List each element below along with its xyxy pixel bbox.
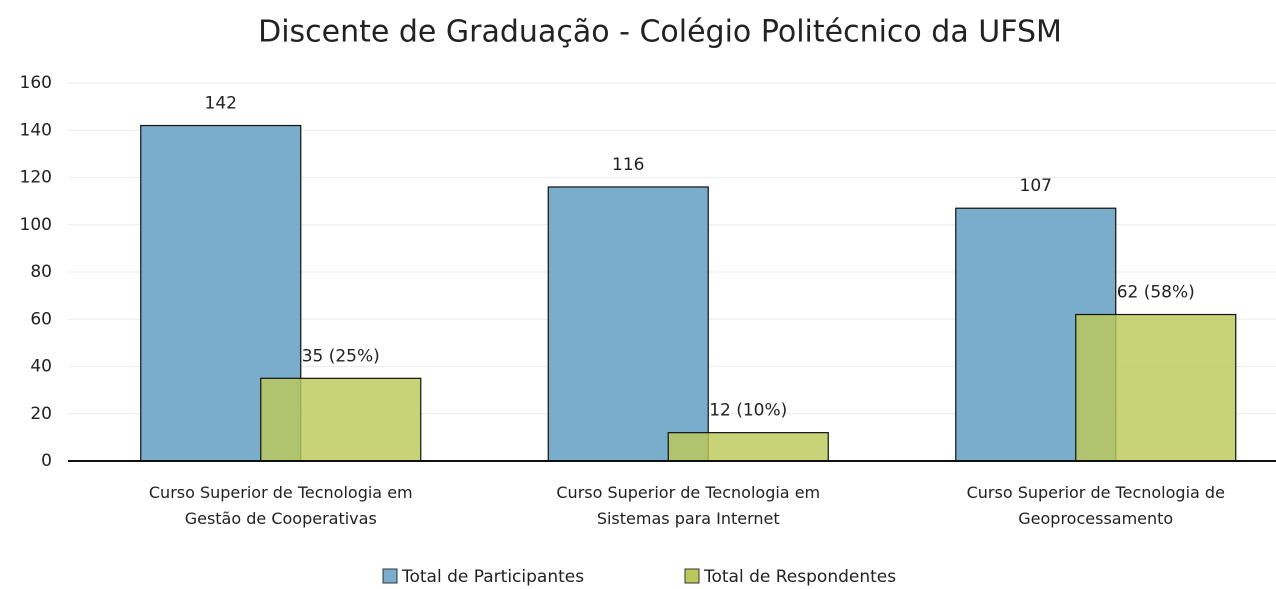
y-tick-label: 120 (20, 168, 52, 188)
y-tick-label: 60 (30, 309, 52, 329)
data-label: 12 (10%) (709, 401, 787, 421)
y-tick-label: 160 (20, 73, 52, 93)
bar (547, 186, 709, 462)
data-label: 142 (205, 94, 237, 114)
bar (1075, 313, 1237, 462)
data-label: 62 (58%) (1117, 283, 1195, 303)
bar (667, 432, 829, 462)
legend-swatch (684, 568, 700, 584)
legend-swatch (382, 568, 398, 584)
y-tick-label: 20 (30, 404, 52, 424)
legend-label: Total de Participantes (401, 567, 584, 587)
legend-label: Total de Respondentes (703, 567, 896, 587)
data-label: 35 (25%) (302, 346, 380, 366)
x-tick-label: Curso Superior de Tecnologia em Sistemas… (556, 483, 821, 528)
data-label: 107 (1020, 176, 1052, 196)
y-tick-label: 140 (20, 120, 52, 140)
chart-title: Discente de Graduação - Colégio Politécn… (258, 15, 1062, 50)
y-tick-label: 40 (30, 357, 52, 377)
x-tick-label: Curso Superior de Tecnologia em Gestão d… (148, 483, 413, 528)
x-tick-label: Curso Superior de Tecnologia de Geoproce… (966, 483, 1225, 528)
bar (260, 377, 422, 462)
y-tick-label: 80 (30, 262, 52, 282)
y-tick-label: 0 (41, 451, 52, 471)
data-label: 116 (612, 155, 644, 175)
y-tick-label: 100 (20, 215, 52, 235)
